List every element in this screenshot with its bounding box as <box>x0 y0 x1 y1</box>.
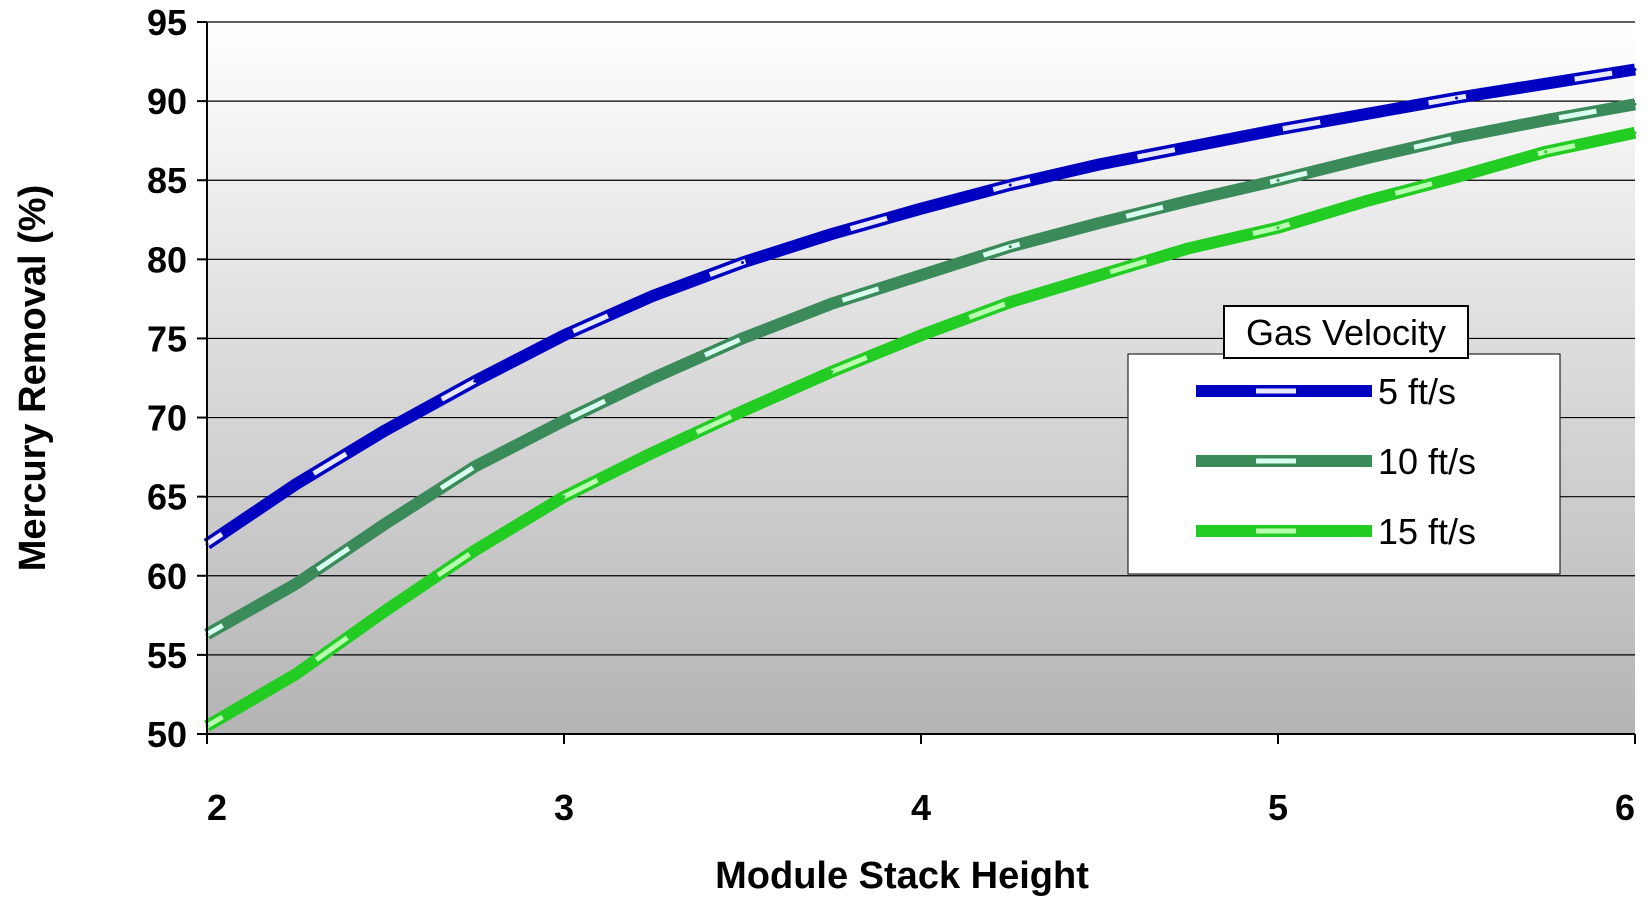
data-point <box>1365 156 1369 160</box>
legend-label-3: 15 ft/s <box>1378 511 1476 552</box>
data-point <box>1365 199 1369 203</box>
data-point <box>294 582 298 586</box>
data-point <box>1098 162 1101 166</box>
x-tick-label: 5 <box>1268 787 1288 828</box>
x-axis-ticks: 2 3 4 5 6 <box>206 734 1636 828</box>
y-tick-label: 65 <box>147 477 187 518</box>
data-point <box>1633 67 1637 71</box>
data-point <box>1008 300 1012 304</box>
x-tick-label: 4 <box>911 787 931 828</box>
data-point <box>919 273 923 277</box>
data-point <box>1098 273 1101 277</box>
series-lines <box>203 63 1637 732</box>
y-tick-label: 75 <box>147 318 187 359</box>
data-point <box>384 522 387 526</box>
data-point <box>830 370 834 374</box>
legend-label-1: 5 ft/s <box>1378 371 1456 412</box>
data-point <box>562 333 566 337</box>
data-point <box>830 232 834 236</box>
data-point <box>1633 131 1637 135</box>
y-axis-ticks: 50 55 60 65 70 75 80 85 90 95 <box>147 2 207 755</box>
series-line-highlight-3 <box>205 130 1636 729</box>
data-point <box>384 428 387 432</box>
data-point <box>562 495 566 499</box>
data-point <box>651 376 655 380</box>
x-axis-title: Module Stack Height <box>715 855 1089 897</box>
legend: Gas Velocity 5 ft/s 10 ft/s 15 ft/s <box>1127 305 1561 575</box>
data-point <box>1633 102 1637 106</box>
data-point <box>741 336 744 340</box>
data-point <box>651 294 655 298</box>
data-point <box>1008 183 1012 187</box>
data-point <box>651 450 655 454</box>
data-point <box>1008 245 1012 249</box>
legend-title-box <box>1223 305 1469 359</box>
data-point <box>1455 175 1458 179</box>
data-point <box>1455 136 1458 140</box>
y-axis-title: Mercury Removal (%) <box>12 185 54 571</box>
y-tick-label: 80 <box>147 239 187 280</box>
data-point <box>919 333 923 337</box>
gridlines <box>207 21 1635 656</box>
data-point <box>473 465 477 469</box>
data-point <box>1098 221 1101 225</box>
data-point <box>1187 199 1191 203</box>
data-point <box>1187 246 1191 250</box>
data-point <box>741 409 744 413</box>
y-tick-label: 55 <box>147 635 187 676</box>
x-tick-label: 2 <box>207 787 227 828</box>
data-point <box>1187 145 1191 149</box>
y-tick-label: 60 <box>147 556 187 597</box>
data-point <box>1544 150 1548 154</box>
data-point <box>1276 226 1280 230</box>
data-point <box>1276 128 1280 132</box>
data-point <box>1544 118 1548 122</box>
x-tick-label: 6 <box>1615 787 1635 828</box>
data-point <box>473 548 477 552</box>
y-tick-label: 50 <box>147 714 187 755</box>
data-point <box>1544 82 1548 86</box>
x-tick-label: 3 <box>554 787 574 828</box>
data-point <box>830 302 834 306</box>
legend-label-2: 10 ft/s <box>1378 441 1476 482</box>
series-line-highlight-2 <box>205 101 1636 637</box>
data-point <box>919 207 923 211</box>
data-point <box>1276 178 1280 182</box>
y-tick-label: 95 <box>147 2 187 43</box>
data-point <box>1455 96 1458 100</box>
legend-title: Gas Velocity <box>1246 312 1446 353</box>
data-point <box>294 672 298 676</box>
data-point <box>294 482 298 486</box>
data-point <box>562 419 566 423</box>
data-point <box>741 260 744 264</box>
data-point <box>384 609 387 613</box>
series-line-highlight-1 <box>205 67 1636 547</box>
y-tick-label: 90 <box>147 81 187 122</box>
y-tick-label: 85 <box>147 160 187 201</box>
data-point <box>473 379 477 383</box>
y-tick-label: 70 <box>147 398 187 439</box>
legend-items: 5 ft/s 10 ft/s 15 ft/s <box>1196 371 1476 552</box>
data-point <box>1365 112 1369 116</box>
